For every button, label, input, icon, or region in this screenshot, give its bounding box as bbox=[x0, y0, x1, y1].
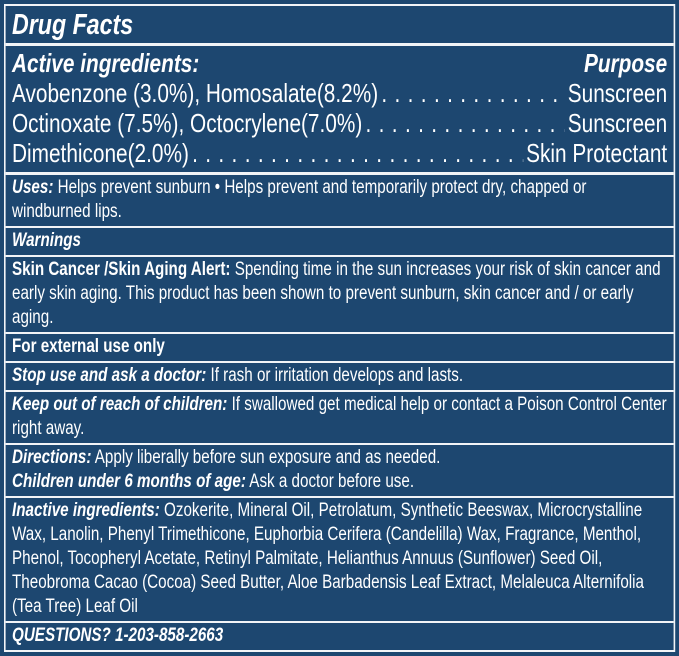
purpose-heading: Purpose bbox=[583, 48, 668, 78]
ingredient: Dimethicone(2.0%) bbox=[12, 138, 189, 168]
purpose: Sunscreen bbox=[567, 78, 668, 108]
uses-text: Helps prevent sunburn • Helps prevent an… bbox=[12, 177, 587, 222]
ingredient-row: Avobenzone (3.0%), Homosalate(8.2%) Sunsc… bbox=[12, 78, 667, 108]
purpose: Sunscreen bbox=[567, 108, 668, 138]
skin-cancer-alert: Skin Cancer /Skin Aging Alert: Spending … bbox=[5, 257, 674, 334]
directions-section: Directions: Apply liberally before sun e… bbox=[5, 445, 674, 498]
active-ingredients-section: Active ingredients: Purpose Avobenzone (… bbox=[5, 46, 674, 175]
ingredient: Avobenzone (3.0%), Homosalate(8.2%) bbox=[12, 78, 379, 108]
purpose: Skin Protectant bbox=[526, 138, 668, 168]
ingredient: Octinoxate (7.5%), Octocrylene(7.0%) bbox=[12, 108, 363, 138]
warnings-heading: Warnings bbox=[5, 228, 674, 257]
external-use: For external use only bbox=[5, 334, 674, 363]
uses-section: Uses: Helps prevent sunburn • Helps prev… bbox=[5, 175, 674, 228]
keep-out-of-reach: Keep out of reach of children: If swallo… bbox=[5, 392, 674, 445]
active-heading: Active ingredients: bbox=[12, 48, 200, 78]
drug-facts-label: Drug Facts Active ingredients: Purpose A… bbox=[4, 4, 676, 652]
stop-use: Stop use and ask a doctor: If rash or ir… bbox=[5, 363, 674, 392]
uses-label: Uses: bbox=[12, 177, 54, 198]
ingredient-row: Dimethicone(2.0%) Skin Protectant bbox=[12, 138, 667, 168]
title: Drug Facts bbox=[5, 6, 674, 46]
inactive-ingredients-section: Inactive ingredients: Ozokerite, Mineral… bbox=[5, 498, 674, 623]
ingredient-row: Octinoxate (7.5%), Octocrylene(7.0%) Suns… bbox=[12, 108, 667, 138]
questions: QUESTIONS? 1-203-858-2663 bbox=[12, 625, 224, 646]
